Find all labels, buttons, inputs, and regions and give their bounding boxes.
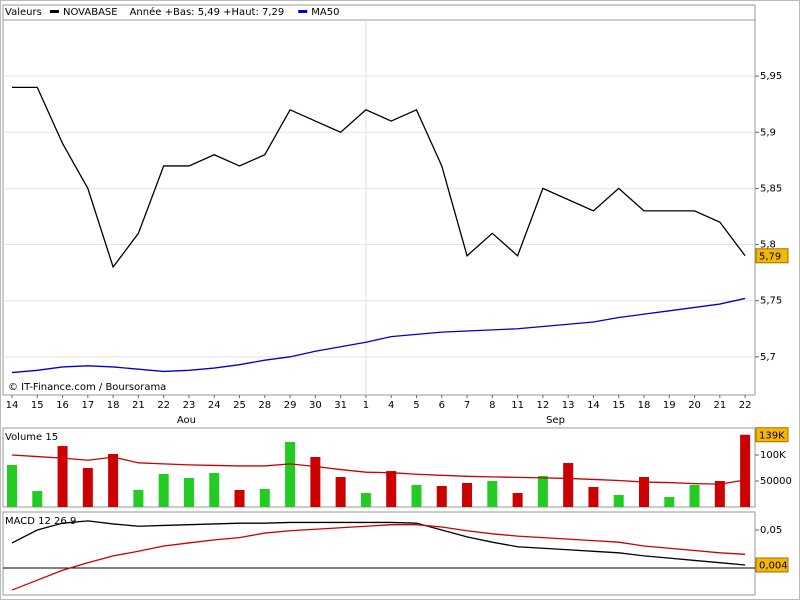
- panel-title: MACD 12 26 9: [5, 516, 76, 527]
- x-tick-label: 21: [713, 400, 726, 411]
- x-tick-label: 21: [132, 400, 145, 411]
- bar: [487, 481, 498, 507]
- bar: [436, 486, 447, 507]
- x-tick-label: 1: [363, 400, 369, 411]
- value-box: [755, 248, 789, 264]
- bar: [133, 490, 144, 507]
- x-tick-label: 18: [107, 400, 120, 411]
- value-box: [755, 557, 789, 573]
- bar: [183, 477, 194, 507]
- bar: [7, 465, 17, 507]
- bar: [259, 489, 270, 507]
- credit: © IT-Finance.com / Boursorama: [8, 382, 166, 393]
- legend-title: Valeurs: [5, 7, 42, 18]
- y-tick-label: 5,95: [760, 71, 782, 82]
- bar: [462, 482, 473, 507]
- bar: [360, 493, 371, 507]
- bar: [57, 446, 68, 507]
- legend-label: NOVABASE: [63, 7, 118, 18]
- value-box: [755, 427, 789, 443]
- x-tick-label: 28: [258, 400, 271, 411]
- series-line: [11, 454, 746, 485]
- bar: [613, 494, 624, 507]
- value-label: 0,004: [759, 560, 788, 571]
- x-tick-label: 4: [388, 400, 394, 411]
- bar: [386, 471, 397, 507]
- bar: [740, 434, 751, 507]
- bar: [285, 442, 296, 507]
- y-tick-label: 100K: [760, 450, 786, 461]
- x-tick-label: 20: [688, 400, 701, 411]
- y-tick-label: 50000: [760, 476, 792, 487]
- bar: [639, 477, 649, 507]
- series-line: [11, 520, 746, 566]
- x-tick-label: 11: [511, 400, 524, 411]
- y-tick-label: 0,05: [760, 525, 782, 536]
- y-tick-label: 5,8: [760, 240, 776, 251]
- bar: [335, 477, 346, 507]
- series-line: [12, 86, 746, 269]
- value-label: 5,79: [759, 251, 781, 262]
- x-tick-label: 30: [309, 400, 322, 411]
- x-tick-label: 22: [157, 400, 170, 411]
- x-tick-label: 8: [489, 400, 495, 411]
- x-tick-label: 19: [663, 400, 676, 411]
- series-line: [11, 297, 746, 374]
- bar: [158, 473, 169, 507]
- y-tick-label: 5,75: [760, 296, 782, 307]
- x-tick-label: 12: [537, 400, 550, 411]
- x-tick-label: 31: [334, 400, 347, 411]
- bar: [108, 453, 119, 507]
- x-tick-label: 15: [612, 400, 625, 411]
- bar: [32, 490, 43, 507]
- panel-title: Volume 15: [5, 432, 58, 443]
- x-tick-label: 23: [183, 400, 196, 411]
- bar: [209, 473, 220, 507]
- x-tick-label: 16: [56, 400, 69, 411]
- month-label: Aou: [177, 415, 196, 426]
- legend-swatch: [50, 10, 59, 13]
- y-tick-label: 5,9: [760, 127, 776, 138]
- panel-frame: [2, 427, 756, 508]
- x-tick-label: 7: [464, 400, 470, 411]
- x-tick-label: 29: [284, 400, 297, 411]
- bar: [411, 485, 422, 507]
- series-line: [11, 524, 746, 591]
- bar: [512, 493, 523, 507]
- x-tick-label: 24: [208, 400, 221, 411]
- bar: [563, 463, 574, 507]
- bar: [689, 485, 700, 507]
- x-tick-label: 25: [233, 400, 246, 411]
- bar: [714, 481, 725, 507]
- bar: [310, 457, 321, 507]
- x-tick-label: 17: [81, 400, 94, 411]
- month-label: Sep: [546, 415, 565, 426]
- y-tick-label: 5,7: [760, 352, 776, 363]
- x-tick-label: 15: [31, 400, 44, 411]
- x-tick-label: 18: [638, 400, 651, 411]
- panel-frame: [2, 511, 756, 596]
- legend-label: MA50: [311, 7, 339, 18]
- x-tick-label: 5: [413, 400, 419, 411]
- bar: [82, 468, 93, 507]
- y-tick-label: 5,85: [760, 183, 782, 194]
- bar: [234, 490, 245, 507]
- bar: [664, 497, 675, 507]
- bar: [537, 476, 548, 507]
- value-label: 139K: [759, 430, 785, 441]
- x-tick-label: 14: [6, 400, 19, 411]
- x-tick-label: 22: [739, 400, 752, 411]
- subtitle: Année +Bas: 5,49 +Haut: 7,29: [130, 6, 285, 18]
- panel-frame: [2, 4, 756, 396]
- x-tick-label: 6: [439, 400, 445, 411]
- legend-swatch: [298, 10, 308, 13]
- bar: [588, 486, 599, 507]
- x-tick-label: 13: [562, 400, 575, 411]
- x-tick-label: 14: [587, 400, 600, 411]
